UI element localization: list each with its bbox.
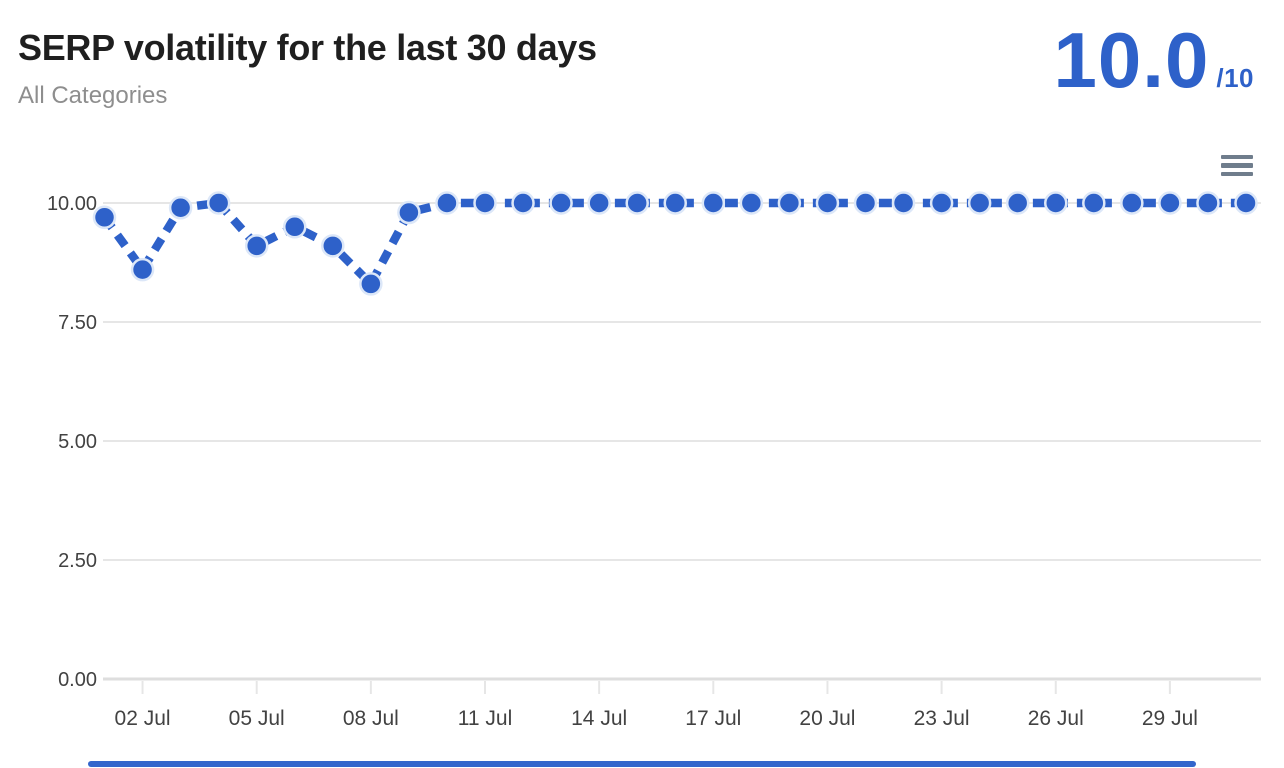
x-axis-label: 17 Jul [685,707,741,730]
data-point[interactable] [397,200,421,225]
hamburger-icon [1221,155,1253,176]
data-point[interactable] [891,191,916,215]
x-axis-label: 23 Jul [914,707,970,730]
data-point[interactable] [549,191,573,215]
data-point[interactable] [168,196,193,220]
data-point[interactable] [777,191,802,215]
x-axis-label: 05 Jul [229,707,285,730]
x-axis-label: 29 Jul [1142,707,1198,730]
chart-menu-button[interactable] [1221,155,1253,177]
data-point[interactable] [1082,191,1106,215]
data-point[interactable] [1158,191,1182,215]
data-point[interactable] [1234,191,1258,215]
hamburger-bar [1221,163,1253,168]
y-axis-label: 0.00 [58,669,97,691]
category-filter-label: All Categories [18,82,168,109]
y-axis-label: 10.00 [47,193,97,215]
data-point[interactable] [587,191,611,215]
hamburger-bar [1221,155,1253,160]
trend-line [101,198,1246,289]
volatility-score: 10.0 /10 [1054,20,1254,100]
y-axis-label: 5.00 [58,431,97,453]
data-point[interactable] [92,205,117,230]
y-axis-label: 7.50 [58,312,97,334]
data-point[interactable] [473,191,497,215]
y-axis-label: 2.50 [58,550,97,572]
x-axis-label: 08 Jul [343,707,399,730]
data-point[interactable] [815,191,840,215]
horizontal-scrollbar-thumb[interactable] [88,761,1196,767]
x-axis-label: 11 Jul [458,707,512,730]
data-point[interactable] [967,191,992,215]
data-point[interactable] [929,191,954,215]
score-value: 10.0 [1053,16,1210,104]
data-point[interactable] [853,191,878,215]
data-point[interactable] [701,191,726,215]
data-point[interactable] [359,272,383,296]
data-point[interactable] [511,191,535,215]
data-point[interactable] [321,234,345,258]
data-point[interactable] [435,191,459,215]
x-axis-label: 26 Jul [1028,707,1084,730]
data-point[interactable] [625,191,649,215]
data-point[interactable] [130,257,155,282]
data-point[interactable] [1005,191,1030,215]
data-point[interactable] [244,234,269,258]
hamburger-bar [1221,171,1253,176]
data-point[interactable] [1196,191,1220,215]
data-point[interactable] [663,191,687,215]
data-point[interactable] [283,215,307,239]
x-axis-label: 02 Jul [115,707,171,730]
data-point[interactable] [1044,191,1068,215]
data-point[interactable] [739,191,764,215]
score-max: /10 [1216,63,1254,93]
data-point[interactable] [206,191,231,215]
data-point[interactable] [1120,191,1144,215]
x-axis-label: 14 Jul [571,707,627,730]
x-axis-label: 20 Jul [799,707,855,730]
page-title: SERP volatility for the last 30 days [18,27,597,68]
